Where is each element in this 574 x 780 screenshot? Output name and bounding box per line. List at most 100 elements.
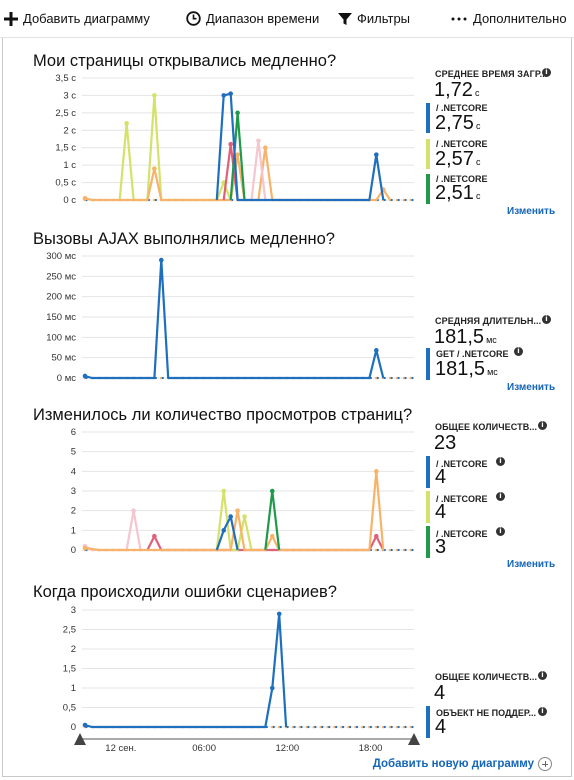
data-point[interactable] (269, 533, 275, 539)
series-value: 4 (435, 466, 447, 488)
more-button[interactable]: Дополнительно (450, 11, 567, 26)
data-point[interactable] (235, 110, 240, 116)
data-point[interactable] (221, 528, 227, 533)
baseline-point (335, 725, 338, 729)
ellipsis-icon (451, 17, 467, 20)
series-name: / .NETCORE (436, 529, 488, 539)
series-line[interactable] (264, 489, 281, 551)
metric-title: ОБЩЕЕ КОЛИЧЕСТВ... (435, 422, 538, 432)
time-range-button[interactable]: Диапазон времени (186, 11, 319, 26)
section-title: Когда происходили ошибки сценариев? (33, 583, 337, 601)
time-range-label: Диапазон времени (206, 11, 320, 26)
info-icon[interactable]: i (538, 707, 547, 716)
data-point[interactable] (82, 722, 88, 728)
series-name: / .NETCORE (436, 103, 488, 113)
data-point[interactable] (124, 121, 129, 126)
dashboard-panel (2, 38, 572, 777)
add-circle-icon[interactable] (538, 757, 552, 771)
series-line[interactable] (84, 612, 288, 729)
metric-title: СРЕДНЕЕ ВРЕМЯ ЗАГР... (435, 69, 548, 79)
series-value: 4 (435, 716, 447, 738)
data-point[interactable] (82, 195, 88, 201)
data-point[interactable] (221, 488, 227, 494)
y-tick-label: 2 с (63, 125, 76, 136)
data-point[interactable] (152, 533, 157, 539)
series-name: GET / .NETCORE (436, 349, 509, 359)
baseline-point (397, 725, 400, 729)
info-icon[interactable]: i (538, 671, 547, 680)
page-views-chart[interactable]: 6 5 4 3 2 1 0 (0, 424, 420, 564)
add-new-chart-link[interactable]: Добавить новую диаграмму (372, 758, 534, 770)
series-line[interactable] (84, 259, 385, 380)
data-point[interactable] (374, 348, 379, 353)
data-point[interactable] (235, 152, 240, 157)
baseline-point (411, 548, 414, 552)
info-icon[interactable]: i (496, 492, 505, 501)
data-point[interactable] (374, 469, 379, 474)
y-tick-label: 250 мс (46, 271, 76, 282)
data-point[interactable] (256, 138, 261, 144)
data-point[interactable] (276, 611, 282, 617)
data-point[interactable] (152, 93, 157, 98)
data-point[interactable] (158, 257, 164, 263)
data-point[interactable] (221, 93, 227, 98)
baseline-point (369, 725, 372, 729)
series-line[interactable] (215, 489, 253, 552)
add-chart-button[interactable]: Добавить диаграмму (4, 11, 150, 26)
info-icon[interactable]: i (496, 457, 505, 466)
y-tick-label: 2 (71, 506, 76, 517)
data-point[interactable] (228, 91, 233, 96)
data-point[interactable] (242, 514, 247, 519)
series-color-bar (426, 139, 430, 169)
y-tick-label: 1,5 (63, 664, 76, 675)
edit-link[interactable]: Изменить (507, 206, 556, 217)
data-point[interactable] (269, 488, 275, 494)
data-point[interactable] (82, 545, 88, 551)
range-handle[interactable] (74, 733, 86, 745)
baseline-point (272, 725, 275, 729)
y-tick-label: 300 мс (46, 251, 76, 262)
ajax-chart[interactable]: 300 мс 250 мс 200 мс 150 мс 100 мс 50 мс 0 мс (0, 248, 420, 388)
info-icon[interactable]: i (514, 347, 523, 356)
data-point[interactable] (263, 145, 268, 151)
baseline-point (397, 376, 400, 380)
y-tick-label: 0 с (63, 195, 76, 206)
range-handle[interactable] (408, 733, 420, 745)
edit-link[interactable]: Изменить (507, 382, 556, 393)
baseline-point (279, 725, 282, 729)
series-line[interactable] (215, 515, 239, 551)
metric-value: 1,72 с (434, 79, 480, 101)
y-tick-label: 1,5 с (55, 143, 76, 154)
page-load-chart[interactable]: 3,5 с 3 с 2,5 с 2 с 1,5 с 1 с 0,5 с 0 с (0, 70, 420, 210)
filters-button[interactable]: Фильтры (338, 11, 410, 26)
data-point[interactable] (228, 514, 233, 519)
edit-link[interactable]: Изменить (507, 559, 556, 570)
y-tick-label: 50 мс (52, 353, 77, 364)
script-errors-chart[interactable]: 3 2,5 2 1,5 1 0,5 0 12 сен. 06:00 12:00 18:00 (0, 601, 425, 759)
data-point[interactable] (152, 166, 157, 171)
baseline-point (376, 548, 379, 552)
data-point[interactable] (131, 508, 136, 513)
data-point[interactable] (235, 508, 240, 513)
series-color-bar (426, 456, 430, 488)
baseline-point (404, 725, 407, 729)
info-icon[interactable]: i (542, 315, 551, 324)
info-icon[interactable]: i (538, 421, 547, 430)
y-tick-label: 1 с (63, 160, 76, 171)
baseline-point (404, 548, 407, 552)
y-tick-label: 5 (71, 447, 76, 458)
baseline-point (383, 725, 386, 729)
info-icon[interactable]: i (542, 68, 551, 77)
y-tick-label: 3 (71, 486, 76, 497)
data-point[interactable] (269, 685, 275, 691)
x-tick-label: 06:00 (192, 743, 216, 754)
baseline-point (390, 725, 393, 729)
data-point[interactable] (374, 533, 379, 539)
baseline-point (390, 198, 393, 202)
data-point[interactable] (374, 152, 379, 157)
data-point[interactable] (228, 141, 233, 147)
info-icon[interactable]: i (496, 527, 505, 536)
y-tick-label: 200 мс (46, 292, 76, 303)
baseline-point (376, 376, 379, 380)
data-point[interactable] (82, 373, 88, 379)
